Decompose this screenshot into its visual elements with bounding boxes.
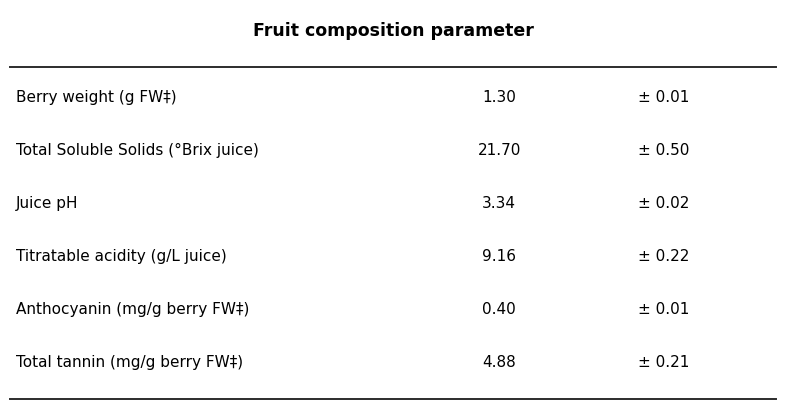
Text: 1.30: 1.30 [482, 90, 516, 105]
Text: ± 0.02: ± 0.02 [638, 195, 690, 211]
Text: Total tannin (mg/g berry FW‡): Total tannin (mg/g berry FW‡) [16, 354, 243, 369]
Text: 0.40: 0.40 [483, 301, 516, 316]
Text: Juice pH: Juice pH [16, 195, 79, 211]
Text: Total Soluble Solids (°Brix juice): Total Soluble Solids (°Brix juice) [16, 142, 259, 158]
Text: Titratable acidity (g/L juice): Titratable acidity (g/L juice) [16, 248, 226, 263]
Text: Anthocyanin (mg/g berry FW‡): Anthocyanin (mg/g berry FW‡) [16, 301, 249, 316]
Text: Berry weight (g FW‡): Berry weight (g FW‡) [16, 90, 176, 105]
Text: ± 0.01: ± 0.01 [638, 301, 690, 316]
Text: ± 0.01: ± 0.01 [638, 90, 690, 105]
Text: ± 0.21: ± 0.21 [638, 354, 690, 369]
Text: 4.88: 4.88 [483, 354, 516, 369]
Text: ± 0.22: ± 0.22 [638, 248, 690, 263]
Text: ± 0.50: ± 0.50 [638, 142, 690, 158]
Text: Fruit composition parameter: Fruit composition parameter [252, 22, 534, 40]
Text: 21.70: 21.70 [477, 142, 521, 158]
Text: 9.16: 9.16 [482, 248, 516, 263]
Text: 3.34: 3.34 [482, 195, 516, 211]
